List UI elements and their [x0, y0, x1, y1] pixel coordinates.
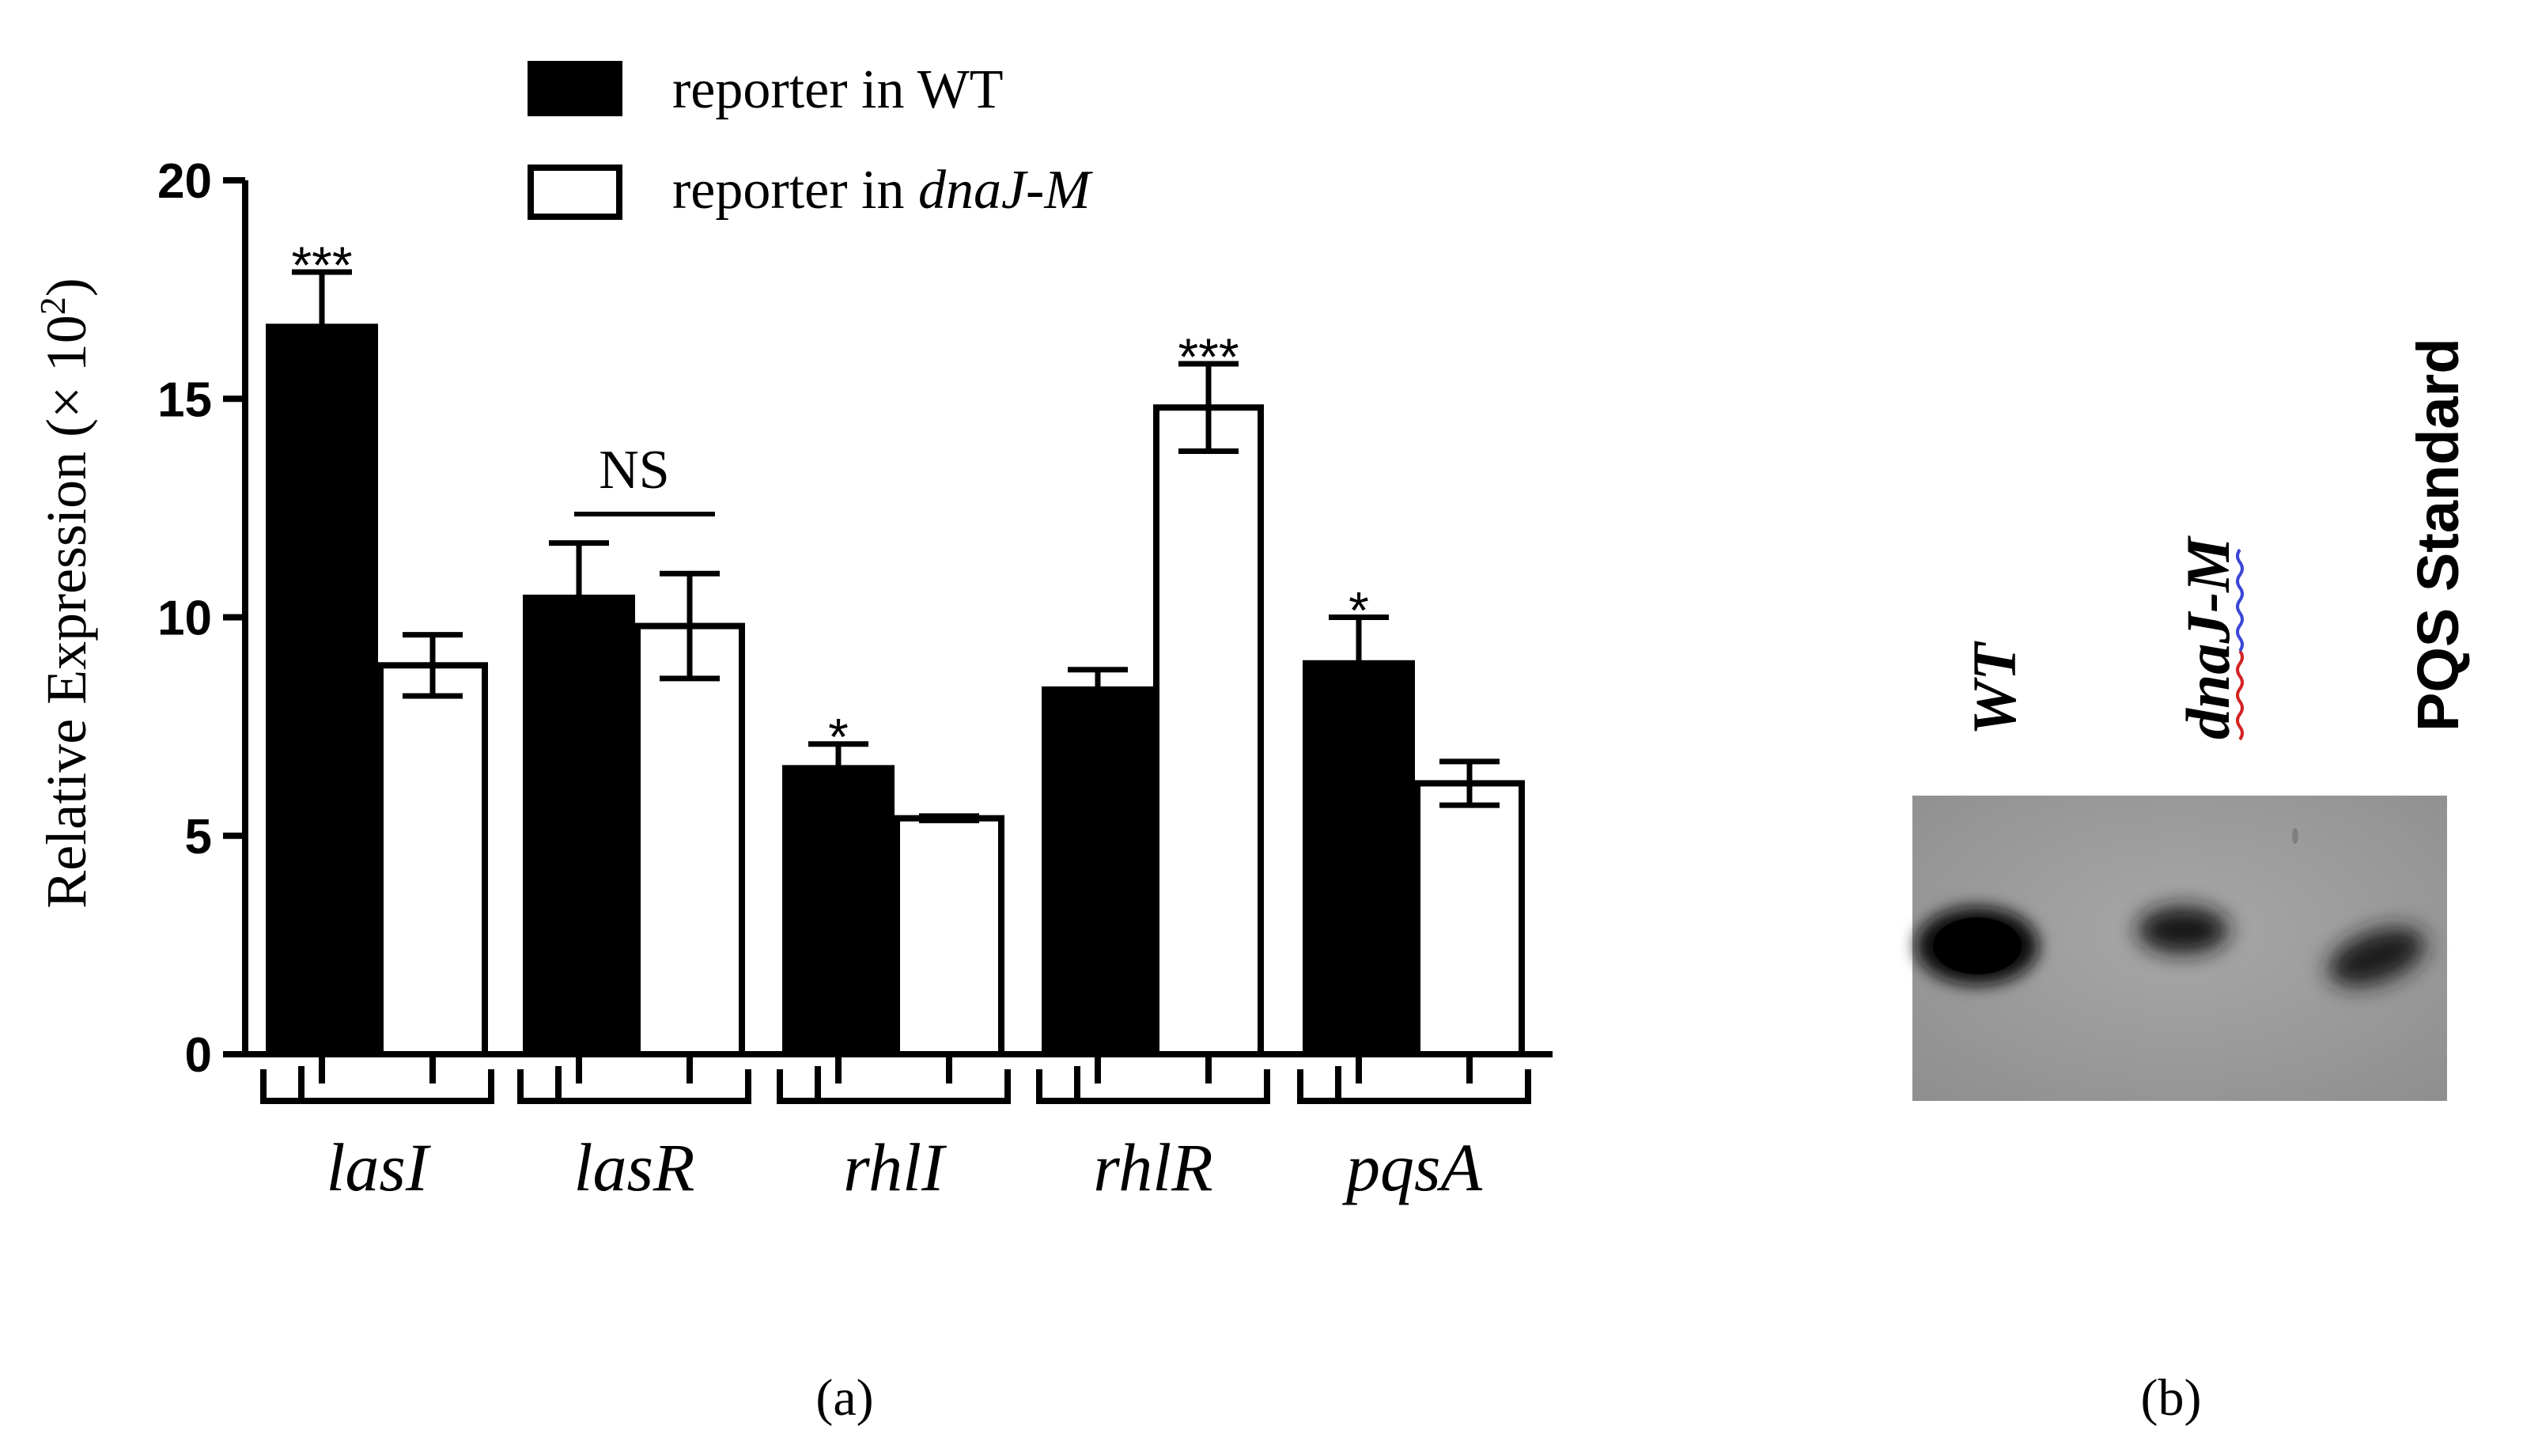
bracket-rhlR	[1036, 1069, 1270, 1104]
legend-label-wt: reporter in WT	[672, 59, 1004, 120]
bar-rhlI-wt	[782, 765, 895, 1055]
spot-dnaj-m	[2137, 906, 2229, 954]
x-category-labels: lasI lasR rhlI rhlR pqsA	[327, 1129, 1483, 1205]
bracket-lasR	[517, 1069, 751, 1104]
bracket-rhlI	[777, 1069, 1011, 1104]
x-category-label-pqsA: pqsA	[1341, 1129, 1482, 1205]
bar-pqsA-dnaj-m	[1414, 780, 1525, 1057]
significance-label-rhlR: ***	[1178, 327, 1239, 386]
bar-rhlI-dnaj-m	[894, 815, 1004, 1058]
bar-rhlR-wt	[1042, 686, 1154, 1056]
significance-marks: ***NS*****	[291, 236, 1368, 766]
bar-lasR-dnaj-m	[634, 622, 745, 1057]
significance-label-rhlI: *	[828, 708, 849, 766]
spot-faint-mark	[2292, 828, 2298, 844]
bar-rhlR-dnaj-m	[1153, 404, 1264, 1057]
significance-label-lasR: NS	[599, 440, 669, 501]
y-tick-label: 5	[185, 810, 212, 864]
bar-chart-panel: reporter in WT reporter in dnaJ-M Relati…	[32, 59, 1553, 1427]
spot-wt-core	[1933, 917, 2022, 974]
y-tick-label: 10	[157, 592, 212, 646]
tlc-image-panel: WT dnaJ-M PQS Standard (b)	[1912, 338, 2471, 1427]
lane-label-pqs-standard: PQS Standard	[2405, 338, 2471, 732]
bracket-pqsA	[1297, 1069, 1531, 1104]
panel-label-b: (b)	[2141, 1369, 2202, 1427]
bar-pqsA-wt	[1303, 660, 1415, 1055]
spot-pqs-standard	[2328, 927, 2426, 987]
panel-label-a: (a)	[815, 1369, 873, 1427]
bar-lasI-wt	[266, 323, 378, 1055]
significance-label-pqsA: *	[1348, 581, 1369, 640]
x-category-brackets	[260, 1054, 1531, 1104]
bar-lasR-wt	[523, 594, 635, 1055]
y-tick-label: 0	[185, 1028, 212, 1083]
y-axis-ticks: 0 5 10 15 20	[157, 154, 245, 1083]
legend-swatch-wt	[528, 61, 622, 116]
bar-lasI-dnaj-m	[377, 662, 488, 1058]
lane-label-dnaj-m: dnaJ-M	[2173, 535, 2242, 739]
bracket-lasI	[260, 1069, 494, 1104]
x-category-label-lasR: lasR	[574, 1129, 695, 1205]
y-tick-label: 15	[157, 373, 212, 427]
significance-label-lasI: ***	[291, 236, 352, 294]
x-category-label-lasI: lasI	[327, 1129, 431, 1205]
y-axis-title: Relative Expression (× 102)	[32, 278, 98, 908]
x-category-label-rhlR: rhlR	[1093, 1129, 1212, 1205]
bar-series	[266, 323, 1525, 1058]
error-bars	[292, 269, 1500, 823]
underline-squiggle-blue	[2236, 548, 2244, 652]
chart-legend: reporter in WT reporter in dnaJ-M	[528, 59, 1093, 221]
x-category-label-rhlI: rhlI	[843, 1129, 947, 1205]
underline-squiggle-red	[2236, 649, 2244, 741]
lane-label-wt: WT	[1960, 641, 2029, 736]
legend-label-dnaj: reporter in dnaJ-M	[672, 160, 1093, 221]
y-tick-label: 20	[157, 154, 212, 209]
legend-swatch-dnaj	[528, 165, 622, 220]
